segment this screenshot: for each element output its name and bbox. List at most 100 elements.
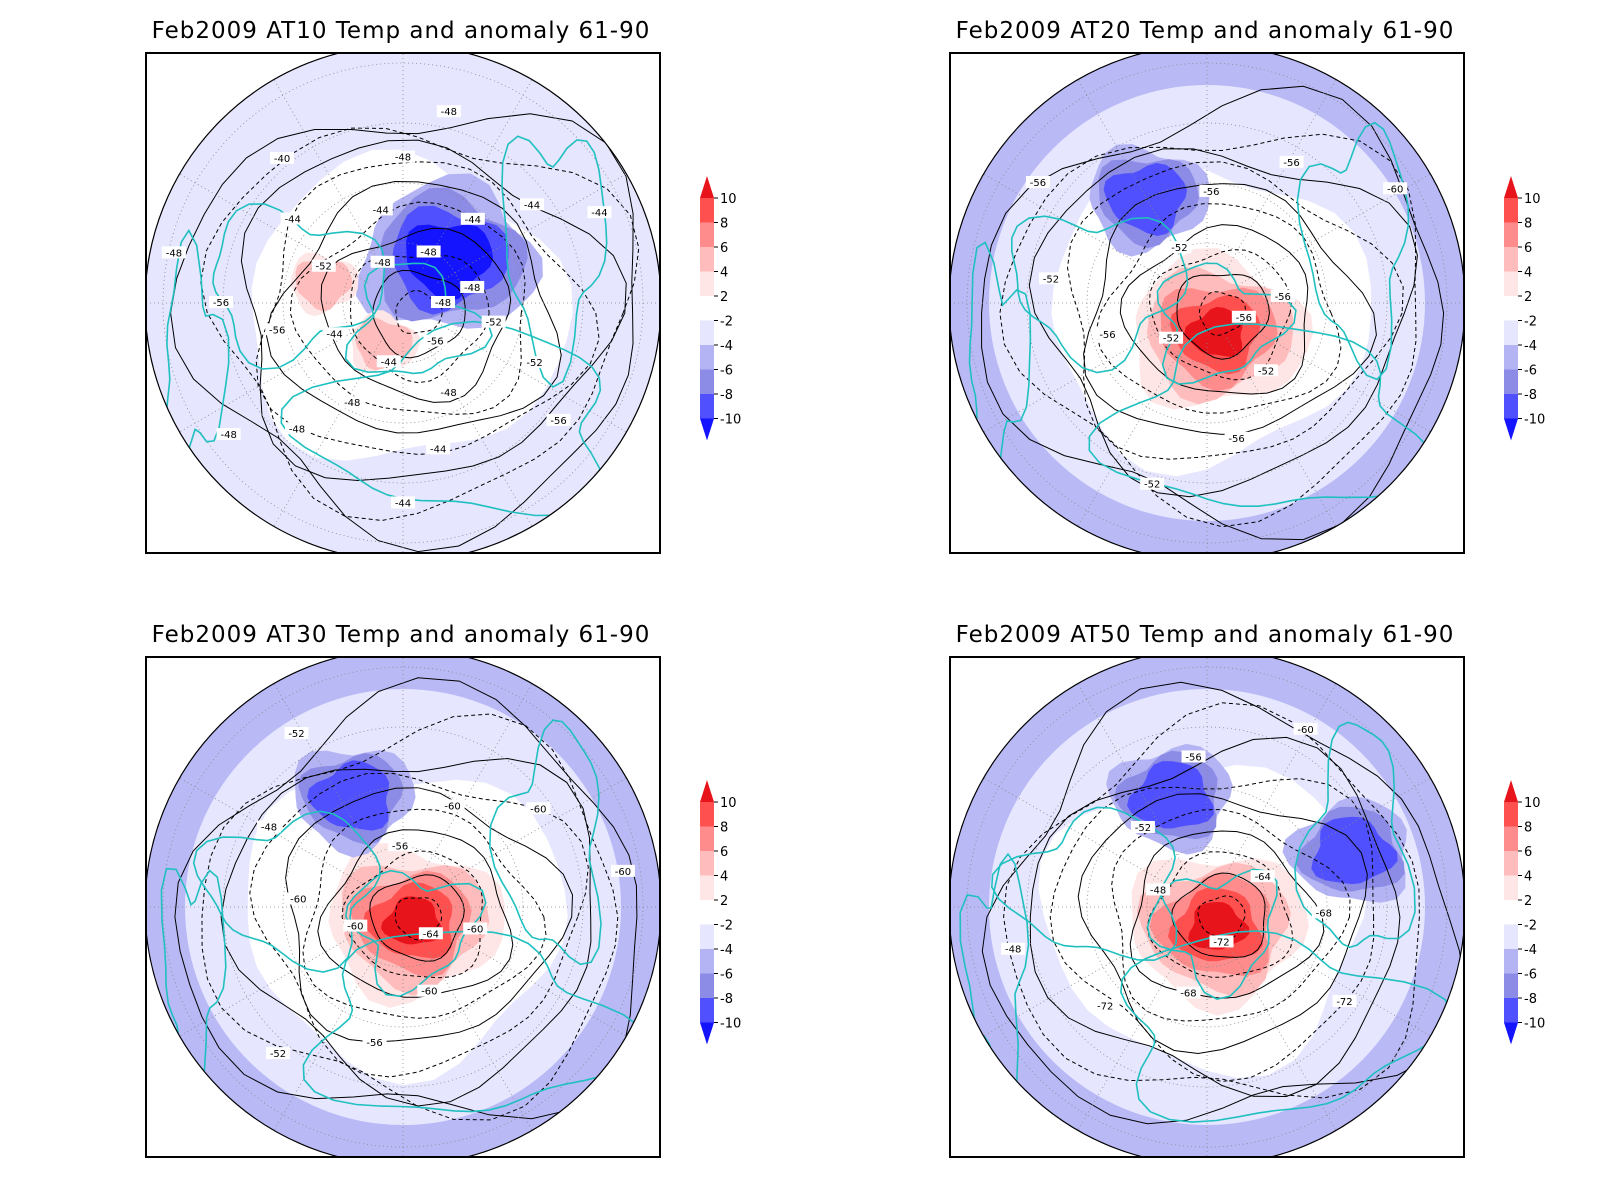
contour-label-bg bbox=[463, 922, 488, 935]
map-frame: -56 -52 -56 -52 -52 -56 -52 -56 -52 -56 -56 -60 -56 bbox=[949, 52, 1465, 554]
colorbar-label: 2 bbox=[720, 894, 728, 909]
contour-label: -52 bbox=[1171, 243, 1187, 254]
colorbar-label: 6 bbox=[1524, 241, 1532, 256]
colorbar-segment bbox=[700, 247, 714, 272]
contour-label-bg bbox=[436, 105, 461, 118]
colorbar-label: -6 bbox=[1524, 364, 1537, 379]
contour-label: -44 bbox=[395, 498, 411, 509]
contour-label: -64 bbox=[1255, 872, 1271, 883]
contour-label: -56 bbox=[1185, 752, 1201, 763]
contour-label-bg bbox=[526, 802, 551, 815]
colorbar-label: -10 bbox=[720, 1017, 741, 1032]
colorbar-label: 4 bbox=[1524, 266, 1532, 281]
colorbar-segment bbox=[1504, 222, 1518, 248]
colorbar-segment bbox=[700, 900, 714, 925]
contour-label: -56 bbox=[550, 416, 566, 427]
colorbar-label: -2 bbox=[1524, 919, 1537, 934]
anomaly-ring bbox=[951, 658, 1463, 1156]
contour-label-bg bbox=[216, 428, 241, 441]
colorbar-label: -4 bbox=[1524, 943, 1537, 958]
contour-label: -48 bbox=[440, 388, 456, 399]
colorbar-segment bbox=[1504, 998, 1518, 1023]
contour-label: -56 bbox=[269, 325, 285, 336]
contour-label: -72 bbox=[1336, 997, 1352, 1008]
colorbar-segment bbox=[700, 875, 714, 901]
contour-label-bg bbox=[426, 442, 451, 455]
colorbar-segment bbox=[700, 924, 714, 950]
contour-label: -44 bbox=[591, 208, 607, 219]
colorbar-label: -6 bbox=[720, 968, 733, 983]
colorbar-label: 8 bbox=[1524, 821, 1532, 836]
colorbar-segment bbox=[1504, 949, 1518, 974]
colorbar-min-arrow bbox=[700, 1022, 714, 1045]
temperature-contours bbox=[174, 677, 638, 1121]
colorbar-label: 8 bbox=[720, 217, 728, 232]
warm-anomaly bbox=[290, 252, 359, 317]
polar-map: -56 -52 -56 -52 -52 -56 -52 -56 -52 -56 -56 -60 -56 bbox=[951, 54, 1463, 552]
contour-label-bg bbox=[1332, 994, 1357, 1007]
contour-label-bg bbox=[1176, 986, 1201, 999]
contour-label: -56 bbox=[1236, 313, 1252, 324]
contour-label: -44 bbox=[381, 357, 397, 368]
contour-label: -60 bbox=[615, 867, 631, 878]
colorbar-segment bbox=[700, 826, 714, 852]
contour-label: -44 bbox=[524, 200, 540, 211]
colorbar-label: 6 bbox=[720, 845, 728, 860]
contour-label-bg bbox=[391, 496, 415, 509]
contour-label-bg bbox=[416, 245, 441, 258]
contour-labels: -48 -52 -52 -56 -56 -48 -44 -44 -44 -48 -48 -48 -44 -… bbox=[161, 105, 612, 509]
cold-anomaly bbox=[294, 750, 416, 858]
colorbar-label: -4 bbox=[720, 943, 733, 958]
colorbar-segment bbox=[1504, 900, 1518, 925]
contour-label: -56 bbox=[1283, 158, 1299, 169]
contour-label-bg bbox=[1038, 272, 1063, 285]
contour-label-bg bbox=[209, 296, 233, 308]
contour-label-bg bbox=[431, 296, 455, 308]
contour-label-bg bbox=[522, 356, 547, 369]
contour-label: -52 bbox=[485, 318, 501, 329]
contour-label-bg bbox=[1311, 906, 1336, 919]
contour-label-bg bbox=[520, 198, 545, 211]
panel-title: Feb2009 AT30 Temp and anomaly 61-90 bbox=[151, 622, 651, 648]
contour-label: -52 bbox=[526, 358, 542, 369]
colorbar-label: 2 bbox=[1524, 290, 1532, 305]
contour-label-bg bbox=[436, 385, 461, 398]
contour-label-bg bbox=[460, 212, 485, 225]
panel-title: Feb2009 AT20 Temp and anomaly 61-90 bbox=[955, 18, 1455, 44]
colorbar-label: 2 bbox=[720, 290, 728, 305]
contour-label-bg bbox=[1095, 327, 1120, 340]
colorbar-label: 4 bbox=[1524, 870, 1532, 885]
contour-label: -64 bbox=[423, 929, 439, 940]
contour-label: -48 bbox=[441, 107, 457, 118]
contour-label-bg bbox=[1159, 331, 1184, 344]
contour-label: -72 bbox=[1213, 937, 1229, 948]
contour-label-bg bbox=[610, 864, 635, 877]
contour-label-bg bbox=[1231, 310, 1256, 323]
contour-label-bg bbox=[368, 203, 393, 216]
contour-label: -56 bbox=[427, 337, 443, 348]
colorbar-segment bbox=[1504, 320, 1518, 346]
colorbar-max-arrow bbox=[700, 176, 714, 198]
contour-label-bg bbox=[1254, 364, 1279, 377]
colorbar-segment bbox=[1504, 826, 1518, 852]
contour-label: -44 bbox=[285, 214, 301, 225]
panel-title: Feb2009 AT10 Temp and anomaly 61-90 bbox=[151, 18, 651, 44]
contour-label: -72 bbox=[1097, 1001, 1113, 1012]
anomaly-ring bbox=[147, 658, 659, 1156]
map-frame: -64 -60 -56 -52 -60 -60 -48 -52 -56 -60 -60 -60 -60 bbox=[145, 656, 661, 1158]
colorbar-label: 10 bbox=[1524, 192, 1541, 207]
contour-label: -60 bbox=[467, 924, 483, 935]
contour-label-bg bbox=[1146, 883, 1171, 896]
contour-label: -52 bbox=[1258, 366, 1274, 377]
polar-map: -72 -68 -72 -48 -48 -52 -56 -60 -64 -68 -72 bbox=[951, 658, 1463, 1156]
colorbar-segment bbox=[700, 394, 714, 419]
panel-title: Feb2009 AT50 Temp and anomaly 61-90 bbox=[955, 622, 1455, 648]
contour-label-bg bbox=[587, 206, 612, 219]
contour-label: -48 bbox=[1005, 945, 1021, 956]
cold-anomaly bbox=[1282, 796, 1407, 903]
contour-label: -56 bbox=[366, 1038, 382, 1049]
contour-label: -48 bbox=[395, 153, 411, 164]
contour-label-bg bbox=[1130, 820, 1155, 833]
contour-label: -48 bbox=[289, 424, 305, 435]
colorbar-segment bbox=[700, 345, 714, 370]
